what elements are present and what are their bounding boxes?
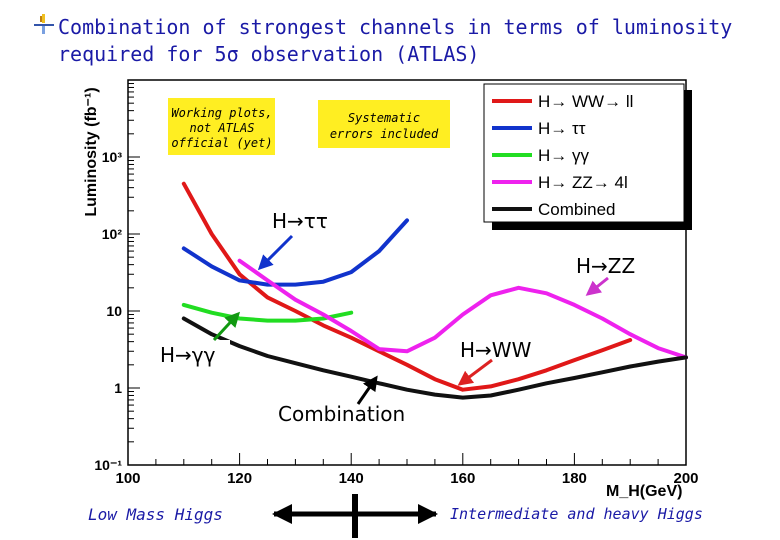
x-tick-label: 180	[562, 470, 587, 487]
arrow-tautau	[257, 234, 294, 271]
legend-label: H→ γγ	[538, 146, 590, 165]
y-tick-label: 10	[106, 303, 122, 319]
arrow-combination	[356, 375, 378, 405]
x-tick-label: 160	[450, 470, 475, 487]
x-axis-label: M_H(GeV)	[606, 483, 682, 500]
note-systematic-line2: errors included	[330, 127, 439, 141]
arrow-zz	[585, 276, 609, 296]
legend-label: H→ ZZ→ 4l	[538, 173, 628, 192]
y-tick-label: 10²	[102, 226, 123, 242]
series-line	[237, 258, 688, 360]
y-tick-label: 1	[114, 380, 122, 396]
axis-ticks	[127, 83, 687, 466]
note-systematic	[318, 100, 450, 148]
y-tick-label: 10³	[102, 149, 123, 165]
annotation-zz: H→ZZ	[576, 254, 635, 278]
annotation-ww: H→WW	[460, 338, 532, 362]
legend: H→ WW→ ll H→ ττ H→ γγ H→ ZZ→ 4l Combined	[492, 92, 633, 219]
annotation-tautau: H→ττ	[272, 209, 328, 233]
x-tick-label: 200	[673, 470, 698, 487]
slide-title: Combination of strongest channels in ter…	[58, 15, 733, 66]
series-line	[181, 302, 354, 323]
annotation-tautau-bg	[268, 205, 336, 233]
y-tick-labels: 10⁻¹ 1 10 10² 10³	[94, 149, 122, 473]
annotation-gammagamma-bg	[156, 340, 230, 368]
series-lines	[181, 181, 688, 400]
note-systematic-line1: Systematic	[348, 111, 420, 125]
arrow-gammagamma	[212, 311, 241, 342]
y-axis-label: Luminosity (fb⁻¹)	[83, 87, 100, 216]
x-tick-label: 120	[227, 470, 252, 487]
footer-low-mass: Low Mass Higgs	[88, 505, 223, 524]
footer-divider	[352, 494, 358, 538]
annotation-combination-bg	[276, 398, 418, 428]
legend-label: H→ ττ	[538, 119, 586, 138]
annotation-ww-bg	[454, 336, 550, 364]
annotation-gammagamma: H→γγ	[160, 343, 216, 367]
annotation-zz-bg	[570, 250, 658, 280]
note-working-plots-line3: official (yet)	[171, 136, 272, 150]
note-working-plots	[168, 98, 275, 155]
legend-label: H→ WW→ ll	[538, 92, 633, 111]
series-line	[181, 316, 688, 400]
footer-heavy-higgs: Intermediate and heavy Higgs	[450, 505, 703, 523]
note-working-plots-line1: Working plots,	[171, 106, 272, 120]
y-tick-label: 10⁻¹	[94, 457, 122, 473]
x-tick-label: 140	[339, 470, 364, 487]
series-line	[181, 218, 409, 287]
note-working-plots-line2: not ATLAS	[189, 121, 254, 135]
slide-bullet-icon	[34, 14, 54, 36]
legend-label: Combined	[538, 200, 616, 219]
arrow-ww	[457, 358, 493, 386]
x-tick-labels: 100 120 140 160 180 200	[115, 470, 698, 487]
series-line	[181, 181, 633, 392]
annotation-combination: Combination	[278, 402, 405, 426]
x-tick-label: 100	[115, 470, 140, 487]
